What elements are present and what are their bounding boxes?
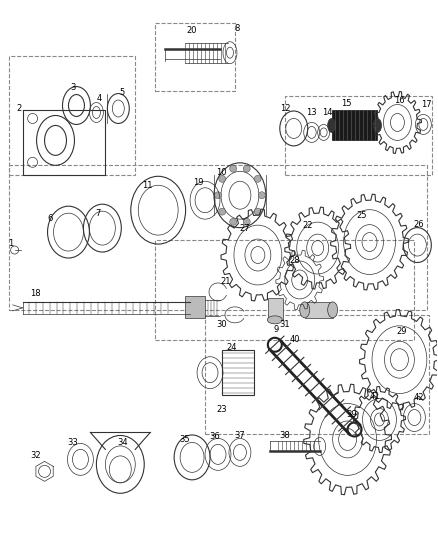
Text: 9: 9 [273, 325, 279, 334]
Circle shape [243, 219, 250, 225]
Text: 42: 42 [414, 393, 424, 402]
Circle shape [230, 219, 237, 225]
Ellipse shape [300, 302, 310, 318]
Text: 21: 21 [221, 278, 231, 286]
Text: 11: 11 [142, 181, 152, 190]
Text: 31: 31 [279, 320, 290, 329]
Text: 19: 19 [193, 178, 203, 187]
Circle shape [254, 208, 261, 215]
Text: 23: 23 [217, 405, 227, 414]
Text: 30: 30 [217, 320, 227, 329]
Text: 39: 39 [346, 410, 357, 419]
Text: 6: 6 [48, 214, 53, 223]
Circle shape [215, 192, 222, 199]
Ellipse shape [328, 302, 338, 318]
Text: 5: 5 [120, 88, 125, 97]
Text: 41: 41 [369, 392, 380, 401]
Circle shape [258, 192, 265, 199]
Bar [268, 298, 283, 320]
Text: 8: 8 [234, 25, 240, 33]
Text: 15: 15 [341, 99, 352, 108]
Text: 3: 3 [71, 83, 76, 92]
Text: 28: 28 [290, 255, 300, 264]
Text: 33: 33 [67, 438, 78, 447]
Text: 17: 17 [421, 100, 432, 109]
Text: 35: 35 [180, 435, 191, 444]
Bar [185, 296, 205, 318]
Text: 37: 37 [235, 431, 245, 440]
Ellipse shape [328, 118, 336, 132]
Text: 24: 24 [227, 343, 237, 352]
Text: 26: 26 [413, 220, 424, 229]
Circle shape [243, 165, 250, 172]
Text: 10: 10 [216, 168, 226, 177]
Circle shape [230, 165, 237, 172]
Text: 40: 40 [290, 335, 300, 344]
Text: 32: 32 [30, 451, 41, 460]
Circle shape [254, 175, 261, 182]
Bar [332, 110, 378, 140]
Text: 13: 13 [307, 108, 317, 117]
Bar [305, 302, 332, 318]
Bar [222, 350, 254, 394]
Text: 27: 27 [240, 224, 250, 232]
Text: 34: 34 [117, 438, 127, 447]
Text: 22: 22 [303, 221, 313, 230]
Ellipse shape [374, 118, 381, 132]
Text: 29: 29 [396, 327, 406, 336]
Text: 16: 16 [394, 96, 405, 105]
Text: 18: 18 [30, 289, 41, 298]
Text: 4: 4 [97, 94, 102, 103]
Text: 7: 7 [95, 209, 101, 217]
Text: 25: 25 [356, 211, 367, 220]
Text: 38: 38 [279, 431, 290, 440]
Circle shape [219, 208, 226, 215]
Text: 1: 1 [8, 239, 13, 248]
Text: 20: 20 [187, 26, 198, 35]
Text: 36: 36 [210, 432, 220, 441]
Text: 2: 2 [16, 104, 21, 113]
Text: 12: 12 [280, 104, 291, 113]
Circle shape [219, 175, 226, 182]
Text: 14: 14 [322, 108, 333, 117]
Ellipse shape [267, 316, 283, 324]
